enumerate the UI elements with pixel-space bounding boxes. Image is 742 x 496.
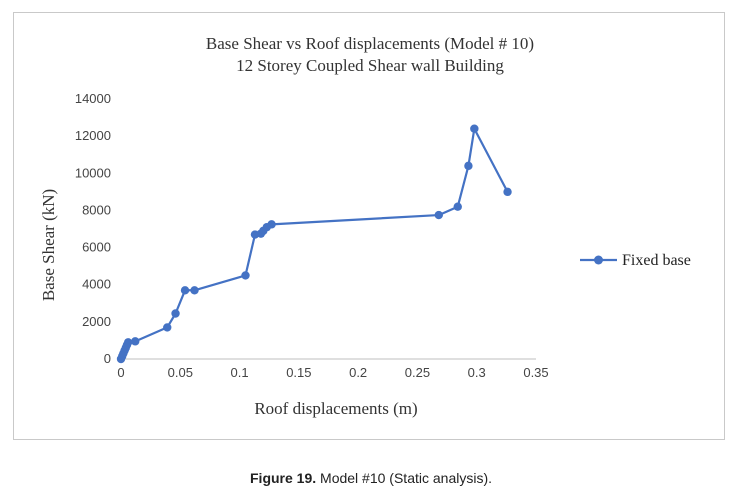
legend-label: Fixed base [622, 252, 691, 269]
series-line [119, 127, 509, 360]
caption-label: Figure 19. [250, 470, 317, 486]
data-point [267, 220, 276, 229]
legend: Fixed base [580, 252, 691, 269]
x-tick-labels: 0 0.05 0.1 0.15 0.2 0.25 0.3 0.35 [117, 365, 548, 380]
x-tick-label: 0.2 [349, 365, 367, 380]
y-tick-labels: 0 2000 4000 6000 8000 10000 12000 14000 [75, 91, 111, 366]
series-layer [116, 124, 512, 364]
x-tick-label: 0.25 [405, 365, 430, 380]
data-point [503, 187, 512, 197]
figure-caption: Figure 19. Model #10 (Static analysis). [0, 470, 742, 486]
x-tick-label: 0 [117, 365, 124, 380]
x-tick-label: 0.05 [168, 365, 193, 380]
data-point [123, 338, 133, 347]
y-tick-label: 6000 [82, 240, 111, 255]
y-tick-label: 0 [104, 351, 111, 366]
x-tick-label: 0.3 [468, 365, 486, 380]
data-point [464, 161, 473, 171]
y-axis-title: Base Shear (kN) [39, 189, 58, 301]
data-point [470, 124, 479, 133]
data-point [163, 323, 172, 332]
chart-svg: Base Shear vs Roof displacements (Model … [39, 34, 691, 418]
data-point [241, 271, 250, 280]
x-tick-label: 0.15 [286, 365, 311, 380]
data-point [453, 202, 462, 211]
data-point [190, 286, 199, 295]
data-point [171, 309, 180, 318]
x-tick-label: 0.35 [523, 365, 548, 380]
data-point [131, 337, 140, 346]
x-tick-label: 0.1 [231, 365, 249, 380]
data-point [180, 286, 190, 295]
chart-area: Base Shear vs Roof displacements (Model … [13, 12, 725, 440]
y-tick-label: 4000 [82, 277, 111, 292]
caption-text: Model #10 (Static analysis). [320, 470, 492, 486]
y-tick-label: 10000 [75, 165, 111, 180]
y-tick-label: 14000 [75, 91, 111, 106]
y-tick-label: 12000 [75, 128, 111, 143]
y-tick-label: 8000 [82, 202, 111, 217]
chart-subtitle: 12 Storey Coupled Shear wall Building [236, 56, 504, 75]
chart-title: Base Shear vs Roof displacements (Model … [206, 34, 534, 53]
y-tick-label: 2000 [82, 314, 111, 329]
legend-marker [594, 255, 603, 265]
x-axis-title: Roof displacements (m) [254, 399, 417, 418]
data-point [434, 210, 443, 220]
